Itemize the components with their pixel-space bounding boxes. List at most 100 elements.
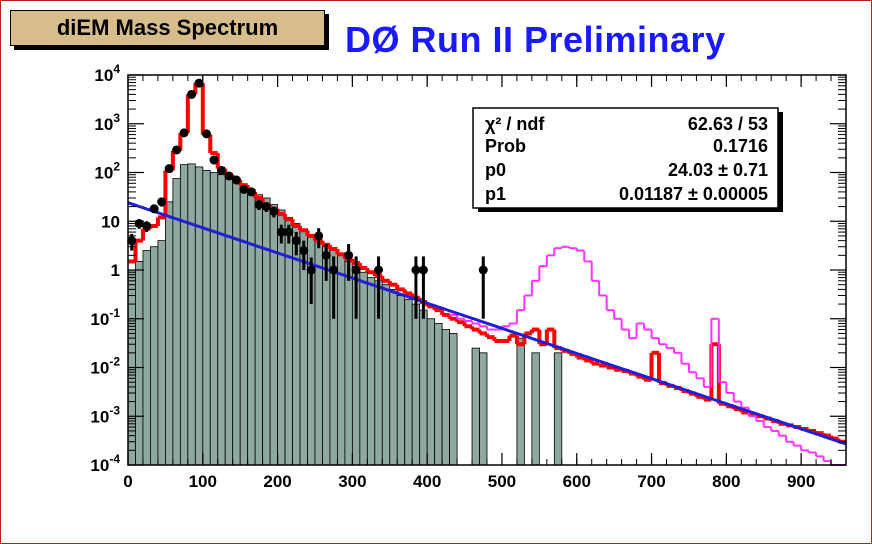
background-bin bbox=[381, 284, 391, 466]
data-point bbox=[246, 187, 256, 197]
background-bin bbox=[262, 197, 271, 466]
data-point bbox=[344, 250, 354, 260]
data-point bbox=[164, 164, 174, 174]
signal-series bbox=[449, 245, 846, 466]
data-point bbox=[231, 175, 241, 185]
y-tick-label: 10-3 bbox=[90, 403, 120, 426]
data-point bbox=[284, 227, 294, 237]
background-bin bbox=[247, 189, 256, 466]
background-bin bbox=[449, 333, 458, 466]
data-point bbox=[157, 197, 167, 207]
y-tick-label: 10-4 bbox=[90, 452, 120, 475]
background-bin bbox=[202, 170, 211, 466]
x-tick-label: 600 bbox=[563, 472, 591, 491]
y-tick-label: 10-1 bbox=[90, 306, 120, 329]
background-bin bbox=[142, 250, 151, 466]
stats-label-chi2: χ² / ndf bbox=[485, 114, 545, 134]
x-tick-label: 800 bbox=[712, 472, 740, 491]
background-bin bbox=[269, 204, 278, 466]
axes: 0 100 200 300 400 500 600 700 800 900 10-4 10-3 10-2… bbox=[90, 62, 847, 491]
data-point bbox=[216, 165, 226, 175]
data-point bbox=[351, 265, 361, 275]
stats-value-p1: 0.01187 ± 0.00005 bbox=[619, 184, 768, 204]
stats-box: χ² / ndf 62.63 / 53 Prob 0.1716 p0 24.03… bbox=[472, 107, 783, 212]
stats-label-prob: Prob bbox=[485, 136, 526, 156]
background-bin bbox=[344, 261, 353, 466]
data-point bbox=[299, 246, 309, 256]
data-point bbox=[224, 171, 234, 181]
x-tick-label: 900 bbox=[787, 472, 815, 491]
data-point bbox=[276, 227, 286, 237]
x-tick-label: 700 bbox=[637, 472, 665, 491]
background-bin bbox=[172, 178, 181, 466]
data-point bbox=[179, 128, 189, 138]
background-bin bbox=[277, 209, 286, 466]
x-tick-label: 400 bbox=[413, 472, 441, 491]
background-bin bbox=[411, 303, 421, 466]
background-bin bbox=[314, 240, 323, 466]
background-bin bbox=[232, 181, 241, 466]
x-tick-label: 0 bbox=[123, 472, 132, 491]
y-tick-label: 10 bbox=[101, 212, 120, 231]
stats-label-p1: p1 bbox=[485, 184, 506, 204]
stats-value-p0: 24.03 ± 0.71 bbox=[668, 160, 768, 180]
background-bin bbox=[254, 194, 264, 466]
data-point bbox=[291, 236, 301, 246]
background-bin bbox=[479, 352, 488, 466]
data-point bbox=[329, 265, 339, 275]
background-bin bbox=[194, 166, 204, 466]
background-bin bbox=[471, 347, 480, 466]
data-point bbox=[142, 221, 152, 231]
data-point bbox=[269, 206, 279, 216]
background-bin bbox=[389, 288, 398, 466]
data-point bbox=[202, 129, 212, 139]
background-bin bbox=[239, 184, 249, 466]
background-bin bbox=[209, 172, 219, 466]
experiment-title: DØ Run II Preliminary bbox=[345, 19, 726, 60]
data-points-series bbox=[127, 78, 488, 319]
background-bin bbox=[179, 164, 189, 466]
background-bin bbox=[224, 176, 234, 466]
data-point bbox=[172, 145, 182, 155]
background-bin bbox=[553, 352, 563, 466]
background-bin bbox=[419, 309, 428, 466]
background-bin bbox=[434, 323, 443, 466]
background-bin bbox=[217, 174, 226, 466]
x-tick-label: 200 bbox=[263, 472, 291, 491]
spectrum-tag-label: diEM Mass Spectrum bbox=[10, 10, 325, 46]
background-bin bbox=[164, 201, 174, 466]
background-bin bbox=[135, 261, 144, 466]
background-bin bbox=[516, 337, 525, 466]
background-bin bbox=[187, 163, 196, 466]
data-point bbox=[187, 89, 197, 99]
x-tick-label: 300 bbox=[338, 472, 366, 491]
x-tick-label: 500 bbox=[488, 472, 516, 491]
background-bin bbox=[366, 277, 376, 466]
stats-value-chi2: 62.63 / 53 bbox=[688, 114, 768, 134]
stats-label-p0: p0 bbox=[485, 160, 506, 180]
y-tick-label: 103 bbox=[94, 111, 120, 134]
background-bin bbox=[337, 254, 346, 466]
data-point bbox=[261, 202, 271, 212]
data-point bbox=[306, 265, 316, 275]
background-bin bbox=[404, 298, 413, 466]
background-bin bbox=[157, 240, 166, 466]
fit-curve-series bbox=[127, 201, 847, 446]
data-point bbox=[374, 265, 384, 275]
background-bin bbox=[150, 246, 159, 466]
data-point bbox=[239, 184, 249, 194]
background-bin bbox=[426, 318, 436, 466]
y-tick-label: 102 bbox=[94, 160, 120, 183]
data-point bbox=[209, 155, 219, 165]
data-point bbox=[254, 200, 264, 210]
data-point bbox=[418, 265, 428, 275]
x-tick-label: 100 bbox=[189, 472, 217, 491]
y-tick-label: 104 bbox=[94, 62, 120, 85]
data-point bbox=[194, 78, 204, 88]
background-bin bbox=[359, 271, 368, 466]
background-bin bbox=[531, 352, 540, 466]
data-point bbox=[478, 265, 488, 275]
y-tick-label: 1 bbox=[111, 261, 120, 280]
data-point bbox=[314, 231, 324, 241]
